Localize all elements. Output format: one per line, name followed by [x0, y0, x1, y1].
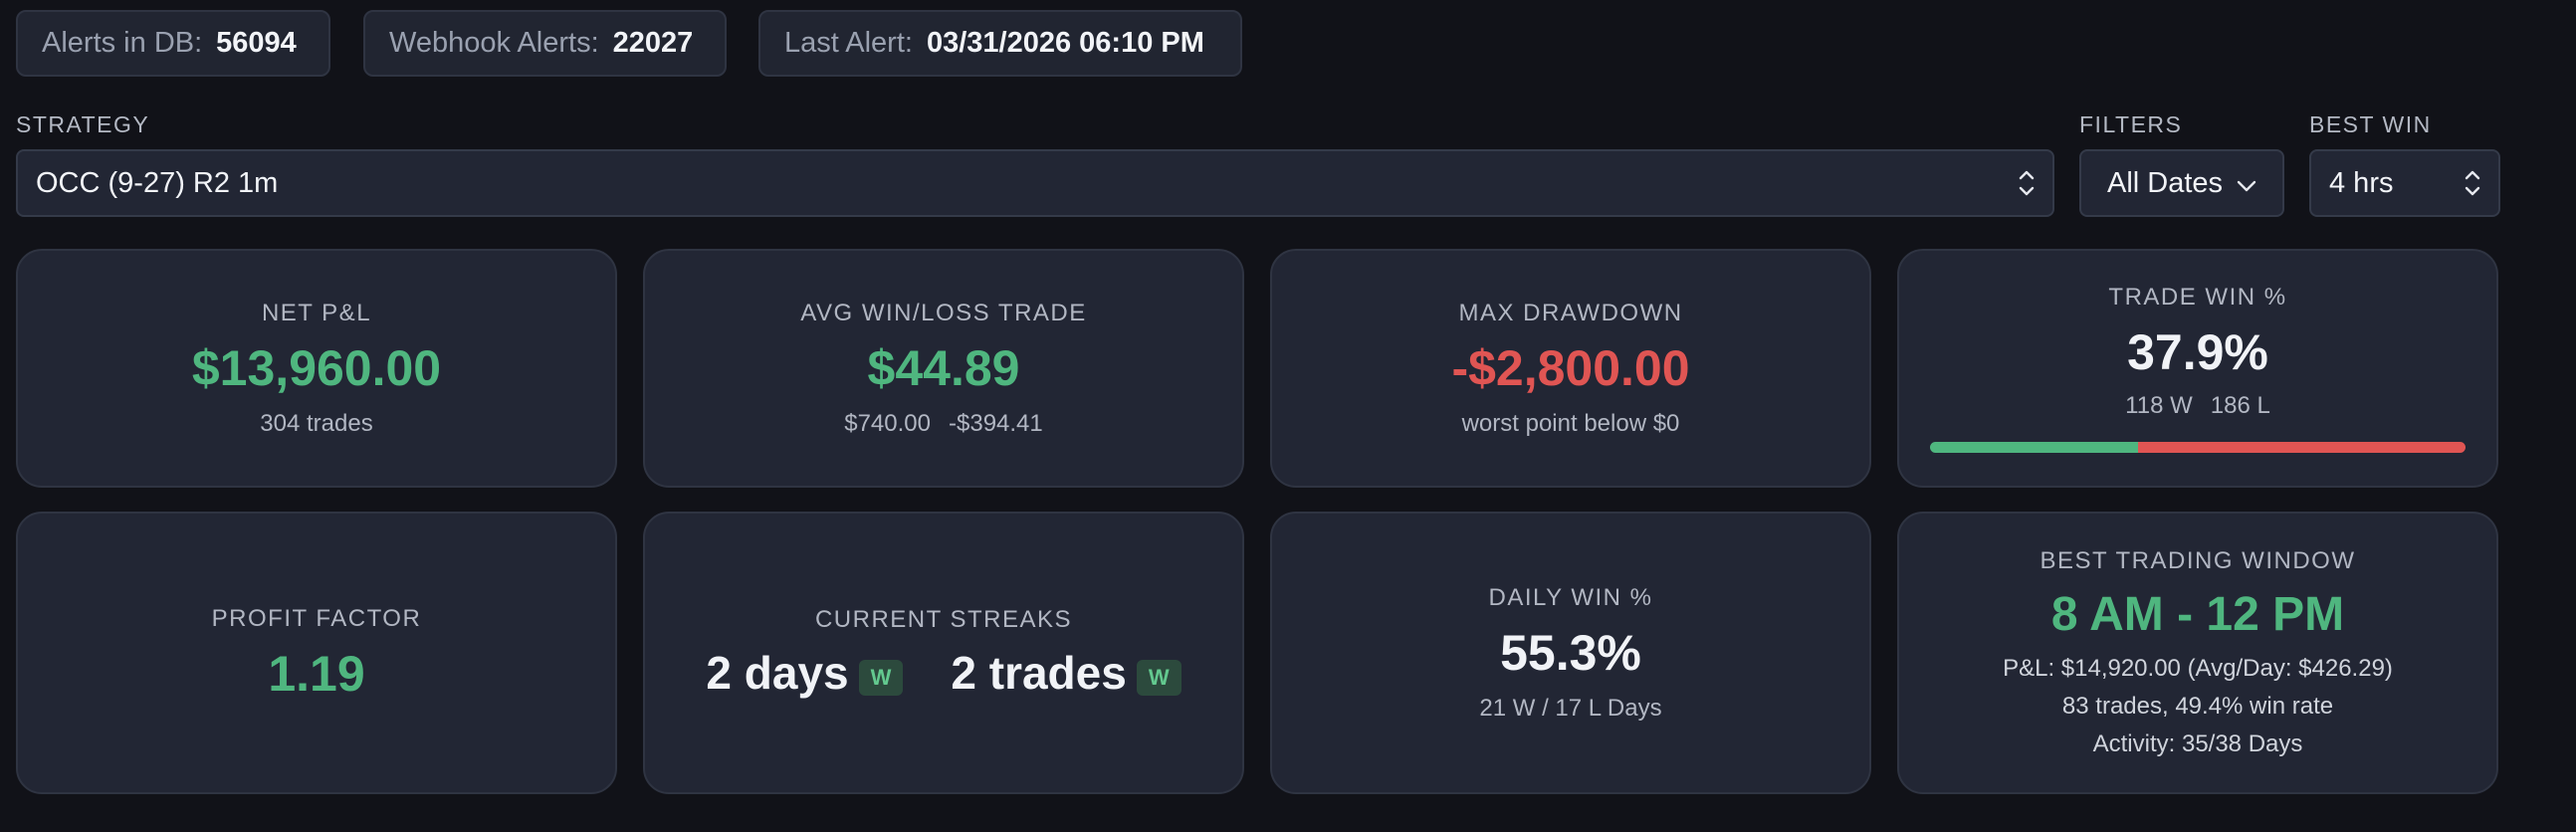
webhook-alerts-value: 22027 — [612, 27, 694, 59]
daily-win-value: 55.3% — [1500, 624, 1641, 681]
streaks-row: 2 days W 2 trades W — [706, 646, 1181, 700]
chevron-up-down-icon — [2465, 170, 2480, 196]
daily-win-days: 21 W / 17 L Days — [1479, 694, 1662, 722]
webhook-alerts-pill: Webhook Alerts: 22027 — [363, 10, 727, 77]
best-win-select[interactable]: 4 hrs — [2309, 149, 2500, 217]
best-window-pnl: P&L: $14,920.00 (Avg/Day: $426.29) — [2003, 655, 2393, 683]
day-streak-value: 2 days — [706, 647, 849, 699]
trade-win-counts: 118 W 186 L — [2125, 392, 2270, 420]
current-streaks-card: CURRENT STREAKS 2 days W 2 trades W — [643, 512, 1244, 794]
profit-factor-card: PROFIT FACTOR 1.19 — [16, 512, 617, 794]
filters-label: FILTERS — [2079, 111, 2183, 137]
avg-trade-breakdown: $740.00 -$394.41 — [844, 410, 1043, 438]
max-drawdown-card: MAX DRAWDOWN -$2,800.00 worst point belo… — [1270, 249, 1871, 488]
best-window-title: BEST TRADING WINDOW — [2039, 546, 2356, 574]
trade-streak-badge: W — [1136, 660, 1181, 696]
last-alert-value: 03/31/2026 06:10 PM — [926, 27, 1204, 59]
chevron-up-down-icon — [2019, 170, 2035, 196]
day-streak-badge: W — [858, 660, 904, 696]
trade-streak: 2 trades W — [951, 646, 1181, 700]
avg-trade-title: AVG WIN/LOSS TRADE — [800, 299, 1087, 326]
trade-win-card: TRADE WIN % 37.9% 118 W 186 L — [1897, 249, 2498, 488]
win-bar-fill — [1930, 442, 2138, 453]
trade-streak-value: 2 trades — [951, 647, 1127, 699]
best-window-trades: 83 trades, 49.4% win rate — [2061, 693, 2334, 721]
avg-win-value: $740.00 — [844, 409, 931, 437]
current-streaks-title: CURRENT STREAKS — [814, 606, 1073, 633]
strategy-label: STRATEGY — [16, 111, 150, 137]
net-pnl-value: $13,960.00 — [191, 339, 442, 396]
last-alert-pill: Last Alert: 03/31/2026 06:10 PM — [758, 10, 1242, 77]
filters-dropdown[interactable]: All Dates — [2079, 149, 2284, 217]
filters-dropdown-value: All Dates — [2107, 166, 2224, 199]
best-win-select-value: 4 hrs — [2329, 166, 2394, 199]
avg-loss-value: -$394.41 — [949, 409, 1043, 437]
strategy-select-value: OCC (9-27) R2 1m — [36, 166, 279, 199]
net-pnl-card: NET P&L $13,960.00 304 trades — [16, 249, 617, 488]
win-loss-bar — [1930, 442, 2466, 453]
best-trading-window-card: BEST TRADING WINDOW 8 AM - 12 PM P&L: $1… — [1897, 512, 2498, 794]
strategy-select[interactable]: OCC (9-27) R2 1m — [16, 149, 2054, 217]
chevron-down-icon — [2237, 167, 2256, 200]
avg-trade-card: AVG WIN/LOSS TRADE $44.89 $740.00 -$394.4… — [643, 249, 1244, 488]
webhook-alerts-label: Webhook Alerts: — [389, 27, 599, 59]
best-window-value: 8 AM - 12 PM — [2050, 587, 2345, 641]
daily-win-title: DAILY WIN % — [1488, 583, 1653, 611]
daily-win-card: DAILY WIN % 55.3% 21 W / 17 L Days — [1270, 512, 1871, 794]
avg-trade-value: $44.89 — [867, 339, 1020, 396]
trade-wins: 118 W — [2125, 392, 2193, 419]
alerts-in-db-label: Alerts in DB: — [42, 27, 203, 59]
best-win-label: BEST WIN — [2309, 111, 2432, 137]
profit-factor-title: PROFIT FACTOR — [211, 604, 422, 632]
day-streak: 2 days W — [706, 646, 904, 700]
trade-losses: 186 L — [2210, 392, 2270, 419]
profit-factor-value: 1.19 — [268, 645, 365, 702]
last-alert-label: Last Alert: — [784, 27, 913, 59]
trade-win-value: 37.9% — [2127, 324, 2268, 380]
max-drawdown-note: worst point below $0 — [1461, 409, 1680, 437]
loss-bar-fill — [2137, 442, 2466, 453]
max-drawdown-value: -$2,800.00 — [1451, 339, 1690, 396]
best-window-activity: Activity: 35/38 Days — [2092, 730, 2303, 758]
max-drawdown-title: MAX DRAWDOWN — [1458, 299, 1683, 326]
alerts-in-db-value: 56094 — [216, 27, 297, 59]
net-pnl-trades: 304 trades — [260, 409, 373, 437]
net-pnl-title: NET P&L — [261, 299, 372, 326]
trade-win-title: TRADE WIN % — [2108, 284, 2287, 311]
alerts-in-db-pill: Alerts in DB: 56094 — [16, 10, 330, 77]
